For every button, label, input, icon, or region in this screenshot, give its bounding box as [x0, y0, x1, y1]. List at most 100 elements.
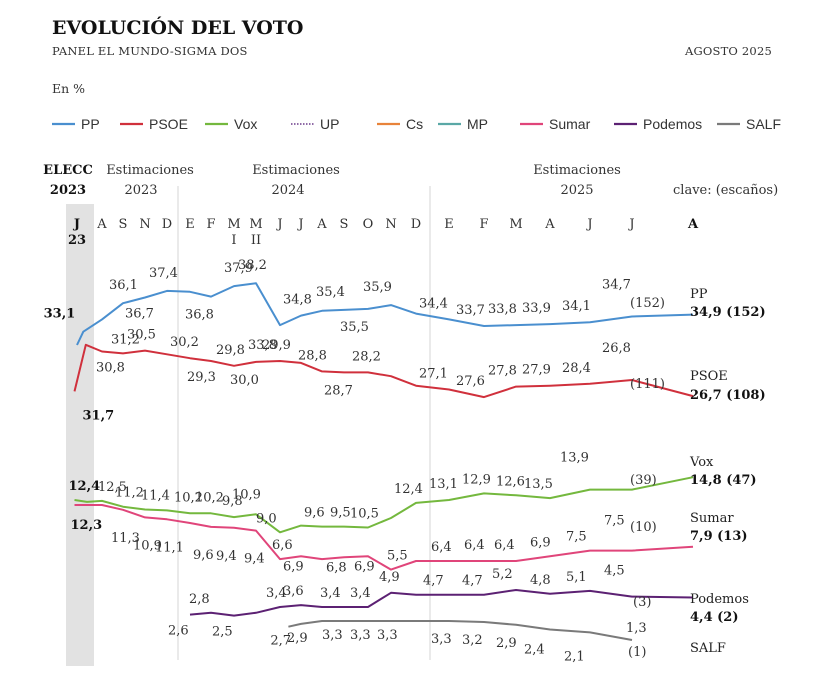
- data-label: 33,8: [248, 338, 277, 353]
- data-label: 4,9: [379, 570, 400, 585]
- data-label: 5,1: [566, 570, 587, 585]
- series-line-podemos: [189, 589, 694, 617]
- data-label: 33,7: [456, 303, 485, 318]
- month-tick: A: [96, 217, 107, 232]
- data-label: 34,8: [283, 293, 312, 308]
- data-label: 1,3: [626, 621, 647, 636]
- month-tick: D: [162, 217, 172, 232]
- data-label: 13,5: [524, 477, 553, 492]
- period-header-line1: Estimaciones: [533, 163, 621, 178]
- data-label: 10,9: [232, 487, 261, 502]
- data-label: 29,9: [262, 338, 291, 353]
- series-line-sumar: [74, 504, 694, 571]
- series-line-pp: [76, 282, 694, 346]
- data-label: 9,5: [330, 506, 351, 521]
- data-label: 2,1: [564, 649, 585, 664]
- data-label: 6,4: [431, 540, 452, 555]
- data-label: 30,2: [170, 335, 199, 350]
- data-label: 9,8: [222, 494, 243, 509]
- data-label: 28,4: [562, 361, 591, 376]
- data-label: 9,4: [216, 549, 237, 564]
- data-label: 29,8: [216, 343, 245, 358]
- data-label: 3,3: [322, 628, 343, 643]
- month-tick: J: [73, 217, 80, 232]
- end-label-vox: Vox 14,8 (47): [689, 455, 757, 488]
- end-label-name: SALF: [690, 641, 726, 656]
- month-tick: S: [119, 217, 128, 232]
- data-label: 2,7: [270, 634, 291, 649]
- data-label: 2,9: [287, 631, 308, 646]
- data-label: 31,2: [111, 332, 140, 347]
- data-label: 6,9: [354, 559, 375, 574]
- end-label-name: Podemos: [690, 592, 749, 607]
- data-label: 27,6: [456, 374, 485, 389]
- data-label: 35,5: [340, 320, 369, 335]
- data-label: 33,8: [488, 302, 517, 317]
- series-line-vox: [74, 476, 694, 534]
- seat-label: (39): [630, 473, 657, 488]
- data-label: 5,5: [387, 549, 408, 564]
- data-label: 30,8: [96, 361, 125, 376]
- data-label: 6,9: [283, 559, 304, 574]
- data-label: 34,4: [419, 296, 448, 311]
- end-label-name: PSOE: [690, 369, 728, 384]
- legend-label: Vox: [234, 116, 257, 132]
- data-label: 2,9: [496, 636, 517, 651]
- period-header-2024: Estimaciones 2024: [252, 163, 340, 198]
- period-header-line1: Estimaciones: [252, 163, 340, 178]
- period-header-line2: 2024: [271, 183, 304, 198]
- month-tick: M: [249, 217, 262, 232]
- month-tick: S: [340, 217, 349, 232]
- data-label: 34,7: [602, 278, 631, 293]
- legend-label: MP: [467, 116, 488, 132]
- period-header-2023: Estimaciones 2023: [106, 163, 194, 198]
- month-tick: M: [509, 217, 522, 232]
- data-label: 3,4: [266, 586, 287, 601]
- month-tick-sub: I: [231, 233, 236, 248]
- data-label: 4,7: [462, 574, 483, 589]
- month-tick: A: [687, 217, 699, 232]
- end-label-name: Vox: [689, 455, 714, 470]
- data-label: 10,5: [350, 507, 379, 522]
- legend-item-pp: PP: [52, 116, 100, 132]
- series-line-salf: [288, 620, 633, 641]
- value-labels: 33,1 36,1 36,7 37,4 36,8 37,938,2 33,8 34,8 35,4…: [44, 258, 665, 664]
- series-layer: [73, 282, 694, 641]
- chart-subtitle: PANEL EL MUNDO-SIGMA DOS: [52, 44, 248, 58]
- end-labels: PP 34,9 (152) PSOE 26,7 (108) Vox 14,8 (47) Su…: [689, 287, 766, 656]
- seat-label: (111): [630, 377, 665, 392]
- legend-item-up: UP: [291, 116, 339, 132]
- data-label: 6,4: [494, 538, 515, 553]
- month-tick: N: [385, 217, 396, 232]
- end-label-psoe: PSOE 26,7 (108): [690, 369, 766, 403]
- period-header-line2: 2023: [50, 183, 86, 198]
- data-label: 2,6: [168, 624, 189, 639]
- data-label: 37,9: [224, 261, 253, 276]
- data-label: 36,7: [125, 307, 154, 322]
- data-label: 11,2: [115, 486, 144, 501]
- legend-label: Cs: [406, 116, 423, 132]
- data-label: 10,2: [174, 490, 203, 505]
- month-tick: O: [363, 217, 374, 232]
- data-label: 27,9: [522, 363, 551, 378]
- legend-label: SALF: [746, 116, 781, 132]
- data-label: 9,6: [193, 548, 214, 563]
- data-label: 2,4: [524, 643, 545, 658]
- data-label: 2,5: [212, 625, 233, 640]
- series-line-psoe: [73, 343, 694, 399]
- data-label: 13,9: [560, 451, 589, 466]
- end-label-name: PP: [690, 287, 708, 302]
- data-label: 7,5: [604, 514, 625, 529]
- data-label: 35,9: [363, 280, 392, 295]
- data-label: 12,3: [71, 518, 103, 533]
- data-label: 11,4: [141, 489, 170, 504]
- legend-item-vox: Vox: [205, 116, 257, 132]
- legend: PP PSOE Vox UP Cs MP Sumar Podemos SALF: [52, 116, 781, 132]
- legend-item-mp: MP: [438, 116, 488, 132]
- end-label-sumar: Sumar 7,9 (13): [690, 511, 748, 544]
- month-tick: J: [627, 217, 634, 232]
- data-label: 31,7: [83, 408, 115, 423]
- data-label: 9,6: [304, 506, 325, 521]
- month-tick: F: [479, 217, 488, 232]
